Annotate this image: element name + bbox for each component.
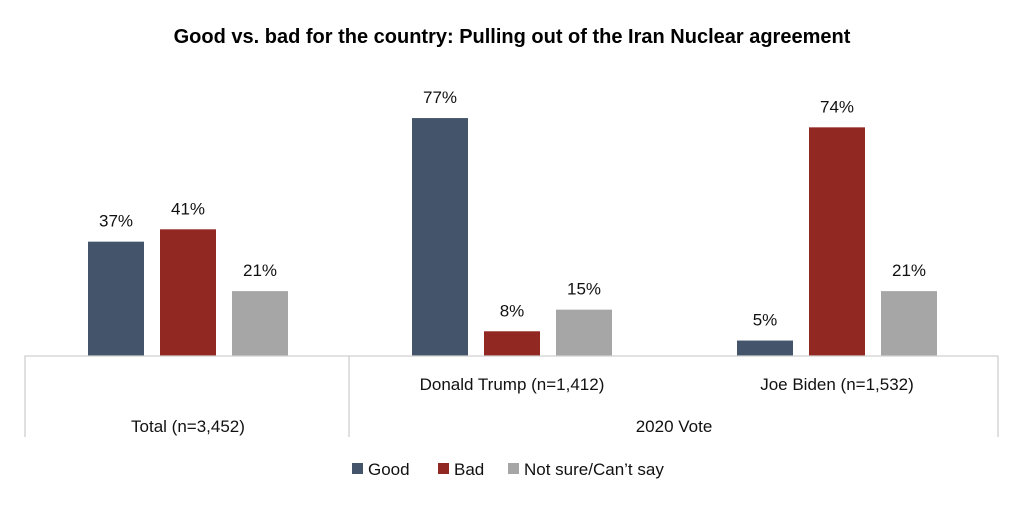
category-label: Donald Trump (n=1,412) bbox=[420, 375, 605, 394]
bar-bad-0 bbox=[160, 229, 216, 356]
chart-title: Good vs. bad for the country: Pulling ou… bbox=[174, 26, 851, 48]
data-label: 21% bbox=[243, 261, 277, 280]
legend-label: Not sure/Can’t say bbox=[524, 460, 664, 479]
data-label: 8% bbox=[500, 301, 525, 320]
bar-bad-2 bbox=[809, 127, 865, 356]
bar-not-sure-can-t-say-1 bbox=[556, 309, 612, 356]
legend-swatch-good bbox=[352, 463, 363, 474]
data-label: 21% bbox=[892, 261, 926, 280]
data-label: 77% bbox=[423, 88, 457, 107]
legend: Good Bad Not sure/Can’t say bbox=[352, 460, 664, 479]
bar-good-1 bbox=[412, 118, 468, 356]
data-label: 15% bbox=[567, 280, 601, 299]
data-label: 41% bbox=[171, 199, 205, 218]
bars-layer bbox=[88, 118, 937, 356]
axis-line bbox=[24, 355, 999, 437]
bar-good-0 bbox=[88, 241, 144, 356]
legend-swatch-bad bbox=[438, 463, 449, 474]
data-label: 74% bbox=[820, 97, 854, 116]
category-label: Total (n=3,452) bbox=[131, 417, 245, 436]
bar-not-sure-can-t-say-2 bbox=[881, 291, 937, 356]
bar-not-sure-can-t-say-0 bbox=[232, 291, 288, 356]
bar-bad-1 bbox=[484, 331, 540, 356]
data-labels-layer: 37% 41% 21% 77% 8% 15% 5% 74% 21% bbox=[99, 88, 926, 329]
group-label: 2020 Vote bbox=[636, 417, 713, 436]
data-label: 37% bbox=[99, 212, 133, 231]
data-label: 5% bbox=[753, 311, 778, 330]
legend-label: Bad bbox=[454, 460, 484, 479]
category-axis: Total (n=3,452) Donald Trump (n=1,412) Joe… bbox=[24, 355, 999, 437]
category-label: Joe Biden (n=1,532) bbox=[760, 375, 914, 394]
bar-good-2 bbox=[737, 340, 793, 356]
legend-swatch-not-sure-can-t-say bbox=[508, 463, 519, 474]
legend-label: Good bbox=[368, 460, 410, 479]
